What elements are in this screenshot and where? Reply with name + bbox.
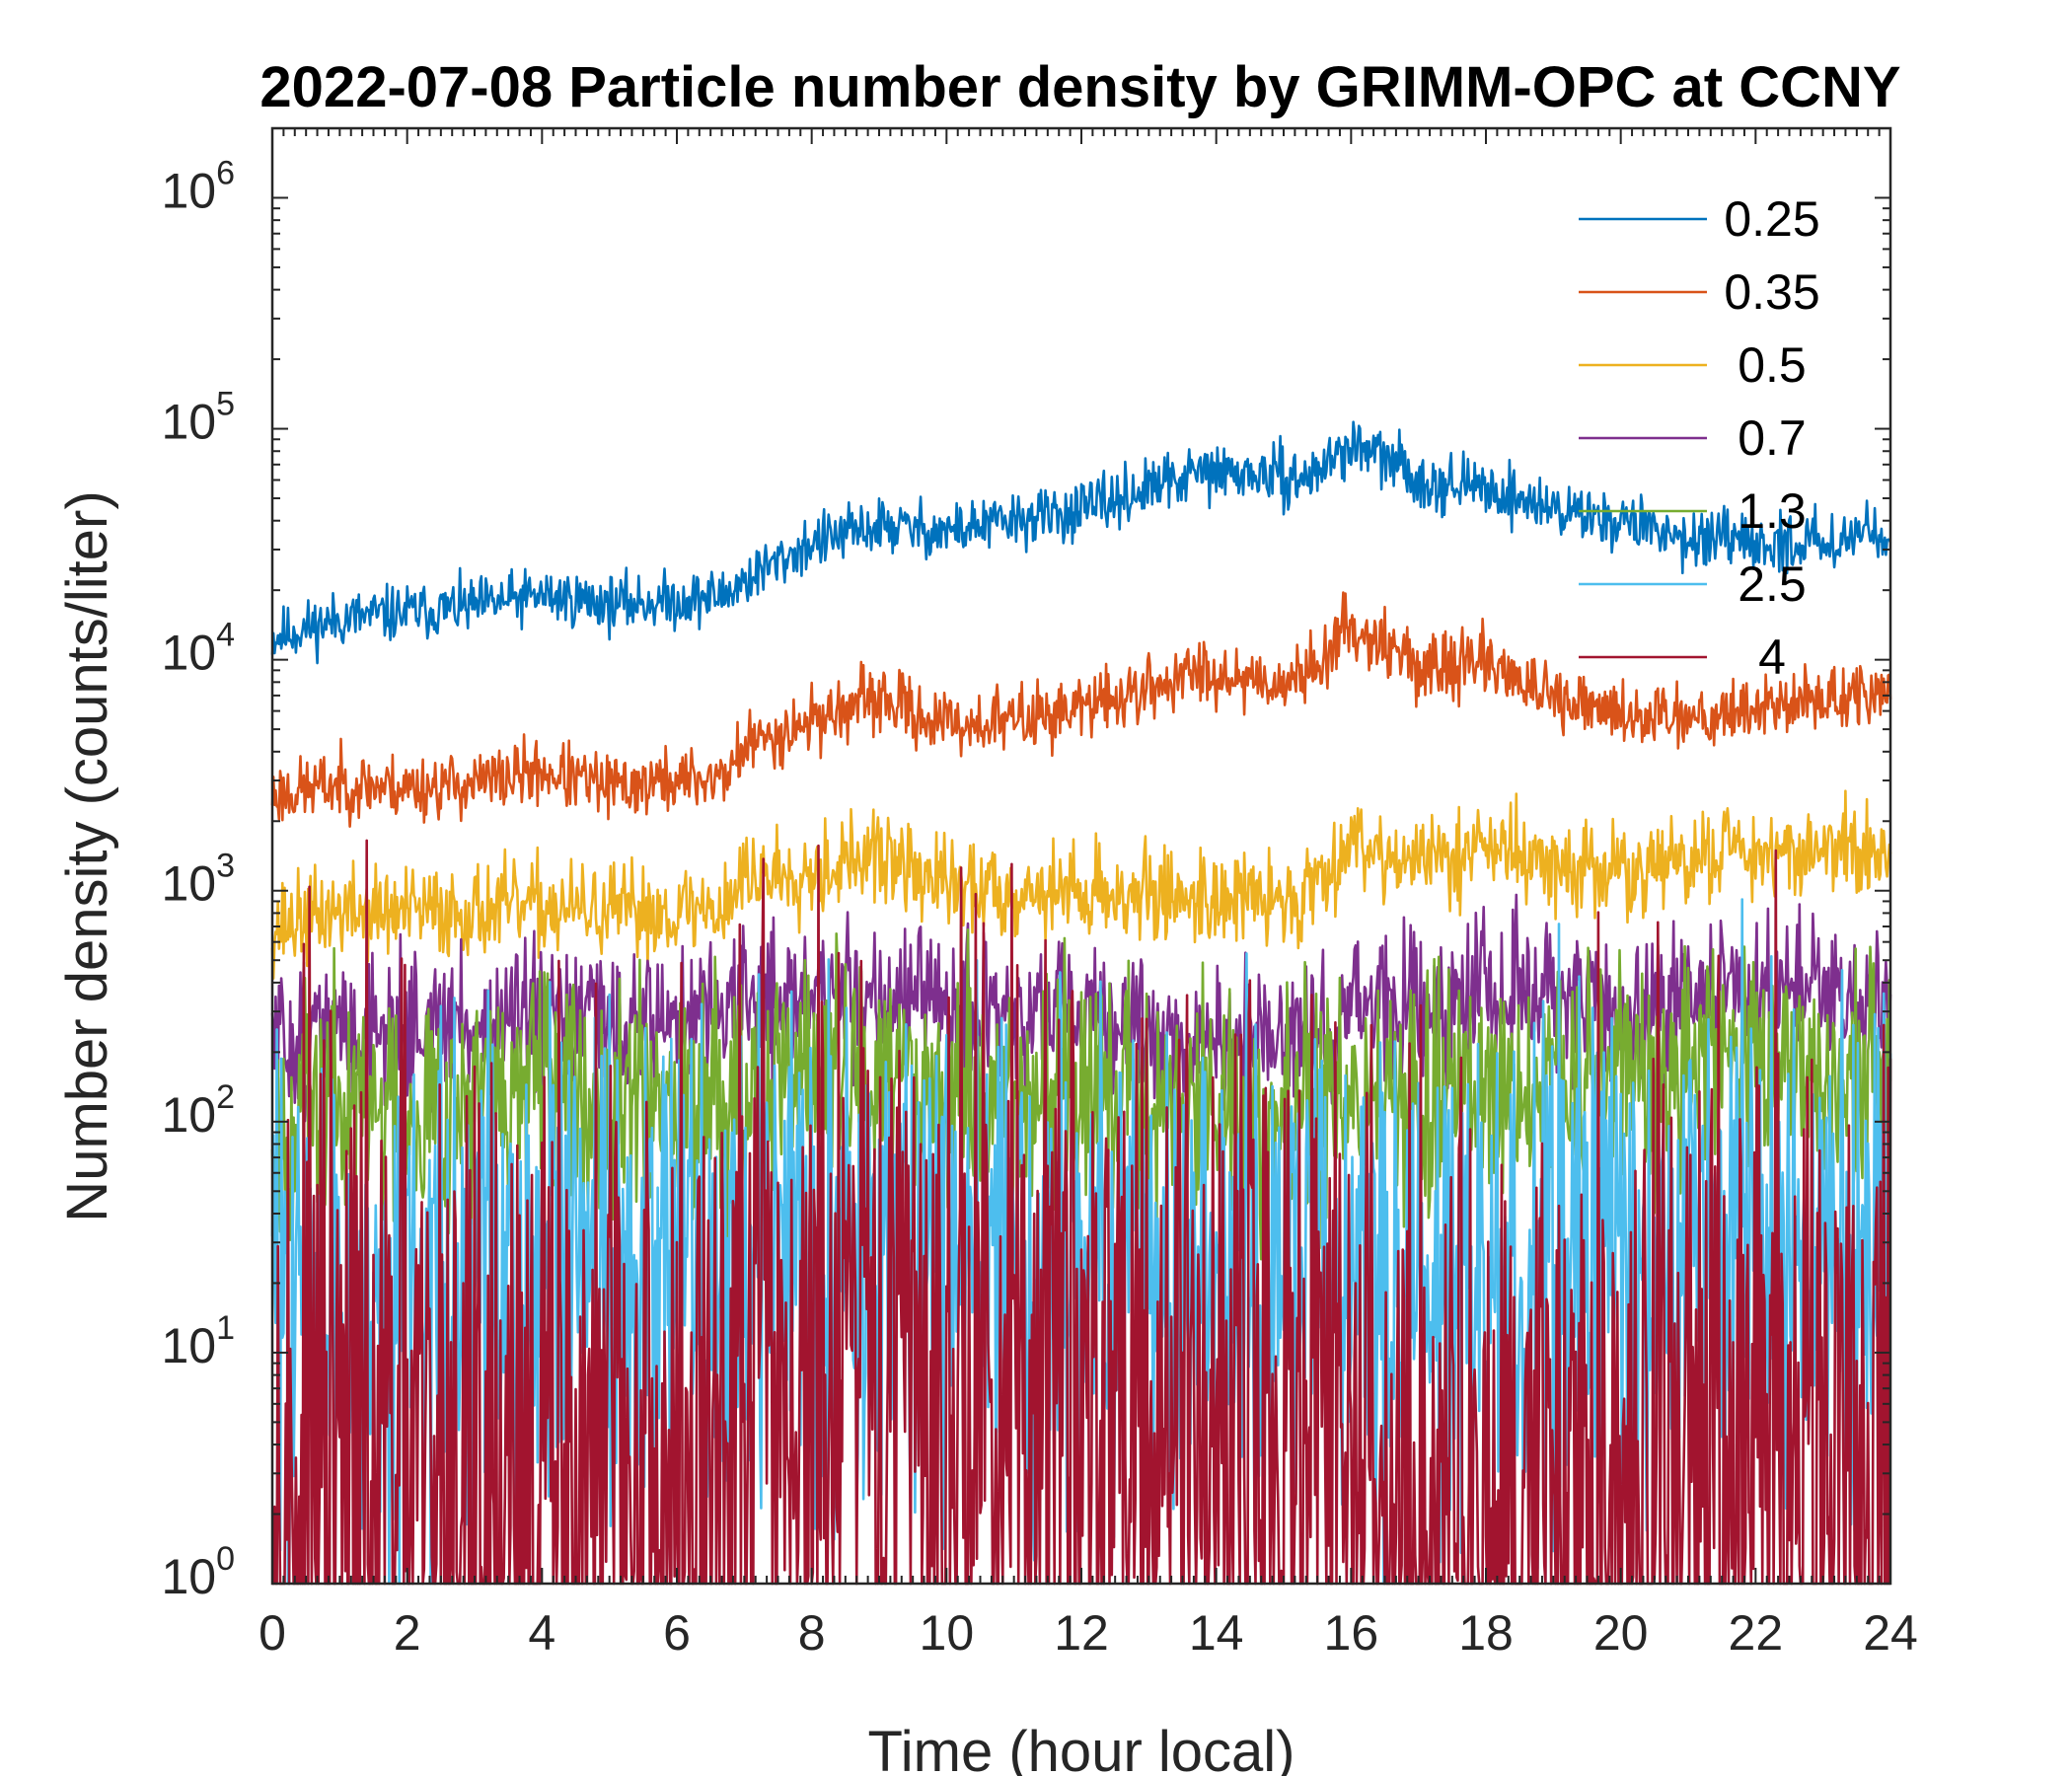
x-tick-label: 4 — [528, 1605, 555, 1661]
x-tick-label: 18 — [1458, 1605, 1514, 1661]
legend-label: 1.3 — [1738, 483, 1807, 539]
y-tick-label: 106 — [161, 154, 235, 218]
x-tick-label: 14 — [1189, 1605, 1244, 1661]
legend-label: 4 — [1758, 629, 1786, 685]
legend: 0.25 0.35 0.5 0.7 1.3 2.5 4 — [1579, 191, 1820, 685]
legend-label: 2.5 — [1738, 556, 1807, 612]
x-tick-label: 8 — [798, 1605, 826, 1661]
x-tick-label: 10 — [920, 1605, 975, 1661]
x-tick-label: 2 — [394, 1605, 421, 1661]
x-tick-label: 16 — [1324, 1605, 1379, 1661]
series-line-0-35 — [270, 591, 1892, 828]
y-tick-label: 104 — [161, 617, 235, 681]
y-tick-label: 100 — [161, 1540, 235, 1604]
y-tick-labels: 100 101 102 103 104 105 106 — [161, 154, 235, 1604]
tick-layer — [271, 127, 1891, 1585]
y-tick-label: 105 — [161, 386, 235, 450]
series-line-0-5 — [270, 789, 1892, 980]
x-axis-label: Time (hour local) — [868, 1720, 1295, 1776]
x-tick-label: 12 — [1054, 1605, 1109, 1661]
x-tick-label: 22 — [1729, 1605, 1784, 1661]
y-axis-label: Number density (counts/liter) — [55, 490, 119, 1221]
series-line-1-3 — [270, 928, 1892, 1266]
legend-label: 0.35 — [1724, 264, 1819, 320]
chart-title: 2022-07-08 Particle number density by GR… — [259, 55, 1900, 119]
legend-label: 0.7 — [1738, 410, 1807, 466]
y-tick-label: 103 — [161, 848, 235, 912]
x-tick-label: 6 — [663, 1605, 691, 1661]
series-line-0-25 — [270, 420, 1892, 665]
x-tick-label: 24 — [1863, 1605, 1918, 1661]
legend-label: 0.25 — [1724, 191, 1819, 247]
y-tick-label: 102 — [161, 1078, 235, 1143]
x-tick-label: 20 — [1593, 1605, 1649, 1661]
x-tick-label: 0 — [259, 1605, 286, 1661]
legend-label: 0.5 — [1738, 337, 1807, 393]
y-tick-label: 101 — [161, 1309, 235, 1373]
x-tick-labels: 0 2 4 6 8 10 12 14 16 18 20 22 24 — [259, 1605, 1918, 1661]
